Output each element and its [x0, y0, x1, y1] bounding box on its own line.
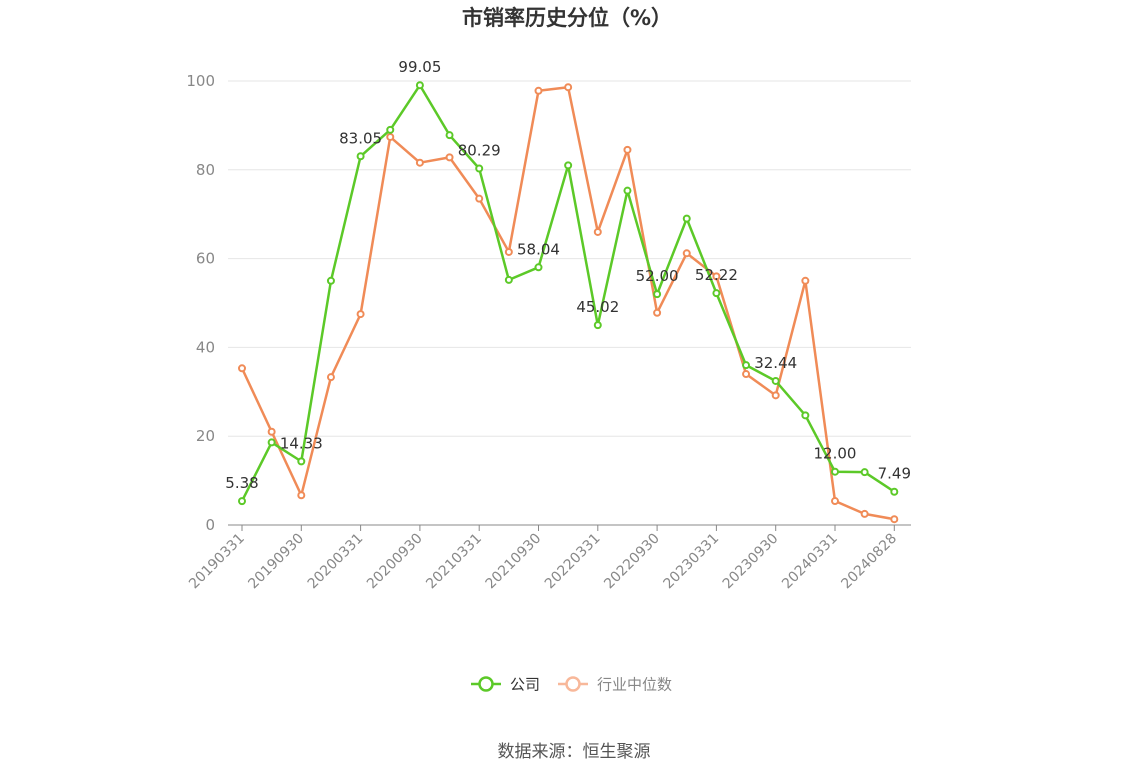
data-point[interactable] — [356, 152, 365, 161]
data-label: 99.05 — [398, 58, 441, 76]
data-label: 7.49 — [878, 465, 911, 483]
data-point[interactable] — [267, 438, 276, 447]
data-point[interactable] — [712, 272, 721, 281]
data-point[interactable] — [682, 214, 691, 223]
x-tick-label: 20240331 — [779, 531, 841, 593]
data-point[interactable] — [326, 373, 335, 382]
data-point[interactable] — [860, 468, 869, 477]
x-tick-label: 20220331 — [542, 531, 604, 593]
data-label: 80.29 — [458, 142, 501, 160]
legend-label: 行业中位数 — [597, 676, 672, 694]
data-point[interactable] — [386, 132, 395, 141]
data-point[interactable] — [475, 164, 484, 173]
data-point[interactable] — [890, 487, 899, 496]
data-point[interactable] — [890, 515, 899, 524]
data-point[interactable] — [267, 427, 276, 436]
data-label: 45.02 — [576, 298, 619, 316]
data-point[interactable] — [238, 497, 246, 506]
legend-item-1[interactable]: 行业中位数 — [558, 676, 672, 694]
x-tick-label: 20220930 — [601, 531, 663, 593]
y-tick-label: 40 — [196, 338, 215, 356]
data-point[interactable] — [682, 249, 691, 258]
x-tick-label: 20200930 — [364, 531, 426, 593]
data-point[interactable] — [415, 158, 424, 167]
data-label: 83.05 — [339, 129, 382, 147]
x-tick-label: 20210331 — [423, 531, 485, 593]
data-point[interactable] — [771, 391, 780, 400]
data-point[interactable] — [860, 509, 869, 518]
data-label: 5.38 — [225, 474, 258, 492]
x-axis: 2019033120190930202003312020093020210331… — [186, 524, 911, 593]
data-point[interactable] — [771, 376, 780, 385]
data-point[interactable] — [534, 86, 543, 95]
x-tick-label: 20240828 — [838, 531, 900, 593]
legend[interactable]: 公司 行业中位数 — [471, 676, 672, 694]
data-point[interactable] — [742, 370, 751, 379]
data-point[interactable] — [504, 247, 513, 256]
data-point[interactable] — [326, 276, 335, 285]
data-point[interactable] — [593, 227, 602, 236]
data-label: 52.00 — [636, 267, 679, 285]
legend-label: 公司 — [510, 676, 540, 694]
y-tick-label: 0 — [205, 516, 215, 534]
data-label: 52.22 — [695, 266, 738, 284]
data-point[interactable] — [475, 194, 484, 203]
data-point[interactable] — [653, 290, 662, 299]
data-point[interactable] — [593, 321, 602, 330]
grid — [228, 80, 911, 437]
data-point[interactable] — [831, 497, 839, 506]
data-label: 32.44 — [754, 354, 797, 372]
data-point[interactable] — [653, 308, 662, 317]
y-tick-label: 20 — [196, 427, 215, 445]
data-point[interactable] — [801, 411, 810, 420]
data-label: 12.00 — [814, 445, 857, 463]
data-point[interactable] — [742, 361, 751, 370]
y-tick-label: 80 — [196, 161, 215, 179]
x-tick-label: 20230930 — [720, 531, 782, 593]
data-point[interactable] — [801, 276, 810, 285]
data-point[interactable] — [504, 275, 513, 284]
data-label: 14.33 — [280, 434, 323, 452]
x-tick-label: 20210930 — [483, 531, 545, 593]
data-point[interactable] — [623, 145, 632, 154]
data-point[interactable] — [297, 491, 306, 500]
data-labels: 5.38 14.33 83.05 99.05 80.29 58.04 45.02 52.00 5… — [225, 58, 911, 492]
series-line-1 — [240, 85, 895, 521]
chart-title: 市销率历史分位（%） — [462, 6, 672, 30]
data-point[interactable] — [831, 467, 839, 476]
x-tick-label: 20200331 — [305, 531, 367, 593]
x-tick-label: 20190930 — [245, 531, 307, 593]
data-point[interactable] — [534, 263, 543, 272]
data-point[interactable] — [712, 289, 721, 298]
data-source: 数据来源：恒生聚源 — [498, 742, 651, 762]
data-point[interactable] — [445, 153, 454, 162]
data-point[interactable] — [238, 364, 246, 373]
x-tick-label: 20190331 — [186, 531, 248, 593]
series-line-0 — [240, 83, 895, 502]
data-point[interactable] — [415, 81, 424, 90]
legend-item-0[interactable]: 公司 — [471, 676, 540, 694]
data-label: 58.04 — [517, 240, 560, 258]
y-tick-label: 100 — [186, 72, 215, 90]
series-group — [238, 81, 899, 524]
x-tick-label: 20230331 — [661, 531, 723, 593]
y-axis: 0 20 40 60 80 100 — [186, 72, 215, 534]
data-point[interactable] — [623, 186, 632, 195]
data-point[interactable] — [445, 131, 454, 140]
data-point[interactable] — [297, 457, 306, 466]
legend-marker — [478, 676, 494, 692]
legend-marker — [565, 676, 581, 692]
data-point[interactable] — [386, 125, 395, 134]
data-point[interactable] — [564, 83, 573, 92]
data-point[interactable] — [564, 161, 573, 170]
data-point[interactable] — [356, 310, 365, 319]
y-tick-label: 60 — [196, 250, 215, 268]
